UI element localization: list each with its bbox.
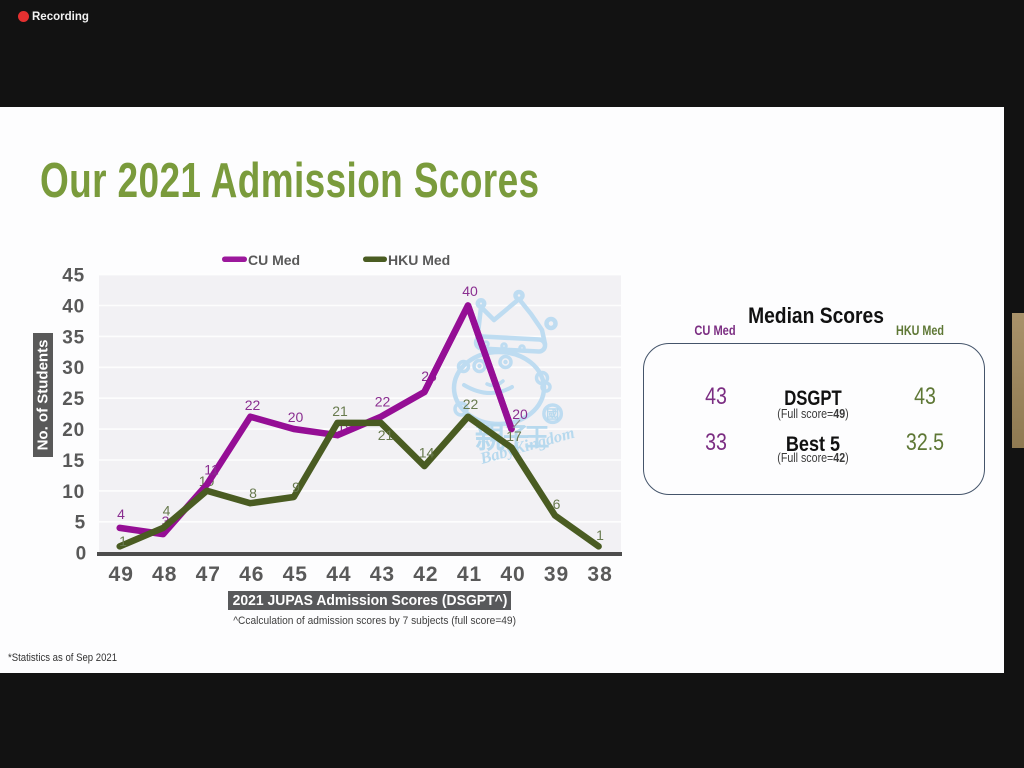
svg-text:21: 21 — [378, 427, 394, 443]
svg-text:No. of Students: No. of Students — [35, 340, 52, 451]
svg-text:0: 0 — [76, 544, 87, 565]
svg-text:王: 王 — [524, 424, 549, 452]
svg-text:30: 30 — [62, 358, 85, 379]
svg-text:10: 10 — [62, 482, 85, 503]
svg-text:47: 47 — [196, 563, 221, 586]
svg-text:CU Med: CU Med — [248, 252, 300, 268]
svg-text:HKU Med: HKU Med — [388, 252, 450, 268]
svg-text:8: 8 — [249, 485, 257, 501]
svg-text:40: 40 — [62, 296, 85, 317]
svg-text:1: 1 — [596, 527, 604, 543]
svg-text:22: 22 — [375, 394, 391, 410]
svg-text:國: 國 — [546, 407, 559, 422]
svg-text:14: 14 — [419, 445, 435, 461]
svg-text:22: 22 — [245, 397, 261, 413]
svg-text:45: 45 — [283, 563, 308, 586]
svg-text:20: 20 — [512, 406, 528, 422]
svg-text:9: 9 — [292, 479, 300, 495]
svg-text:42: 42 — [413, 563, 438, 586]
svg-text:4: 4 — [117, 506, 125, 522]
svg-text:40: 40 — [462, 283, 478, 299]
svg-text:46: 46 — [239, 563, 264, 586]
svg-text:4: 4 — [163, 503, 171, 519]
svg-text:21: 21 — [332, 403, 348, 419]
svg-text:35: 35 — [62, 327, 85, 348]
svg-text:3: 3 — [162, 513, 170, 529]
svg-text:11: 11 — [204, 462, 219, 478]
svg-text:49: 49 — [109, 563, 134, 586]
svg-text:25: 25 — [62, 389, 85, 410]
svg-text:22: 22 — [463, 396, 479, 412]
svg-text:38: 38 — [587, 563, 612, 586]
svg-text:39: 39 — [544, 563, 569, 586]
svg-text:17: 17 — [506, 428, 522, 444]
svg-text:15: 15 — [62, 451, 85, 472]
svg-text:40: 40 — [500, 563, 525, 586]
svg-text:43: 43 — [370, 563, 395, 586]
svg-text:41: 41 — [457, 563, 482, 586]
svg-text:5: 5 — [75, 513, 86, 534]
svg-text:44: 44 — [326, 563, 351, 586]
svg-text:45: 45 — [62, 266, 85, 287]
svg-text:48: 48 — [152, 563, 177, 586]
svg-text:1: 1 — [119, 533, 127, 549]
svg-text:20: 20 — [288, 409, 304, 425]
svg-text:20: 20 — [62, 420, 85, 441]
svg-text:6: 6 — [553, 496, 561, 512]
